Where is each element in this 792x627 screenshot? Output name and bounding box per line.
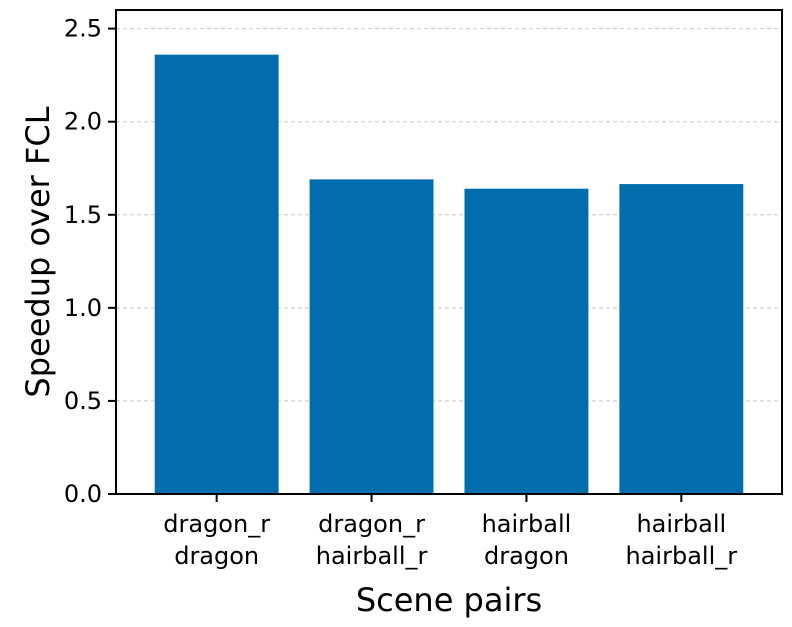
y-tick-label: 1.0 xyxy=(64,294,102,322)
y-axis-ticks: 0.0 0.5 1.0 1.5 2.0 2.5 xyxy=(64,15,116,508)
y-tick-label: 2.0 xyxy=(64,108,102,136)
bars xyxy=(154,54,744,495)
bar xyxy=(154,54,279,495)
bar xyxy=(464,188,589,494)
x-tick-label: hairball_r xyxy=(626,542,738,570)
x-tick-label: hairball_r xyxy=(316,542,428,570)
x-tick-label: dragon_r xyxy=(163,510,270,538)
x-tick-label: dragon xyxy=(174,542,259,570)
plot-frame xyxy=(115,9,783,495)
x-tick-label: dragon_r xyxy=(318,510,425,538)
y-tick-label: 2.5 xyxy=(64,15,102,43)
y-tick-label: 0.0 xyxy=(64,480,102,508)
bar xyxy=(619,184,744,495)
x-tick-label: dragon xyxy=(484,542,569,570)
x-tick-label: hairball xyxy=(482,510,572,538)
y-axis-title: Speedup over FCL xyxy=(19,106,57,397)
x-tick-label: hairball xyxy=(636,510,726,538)
y-tick-label: 1.5 xyxy=(64,201,102,229)
y-tick-label: 0.5 xyxy=(64,387,102,415)
bar xyxy=(309,179,434,494)
x-axis-title: Scene pairs xyxy=(356,581,542,619)
